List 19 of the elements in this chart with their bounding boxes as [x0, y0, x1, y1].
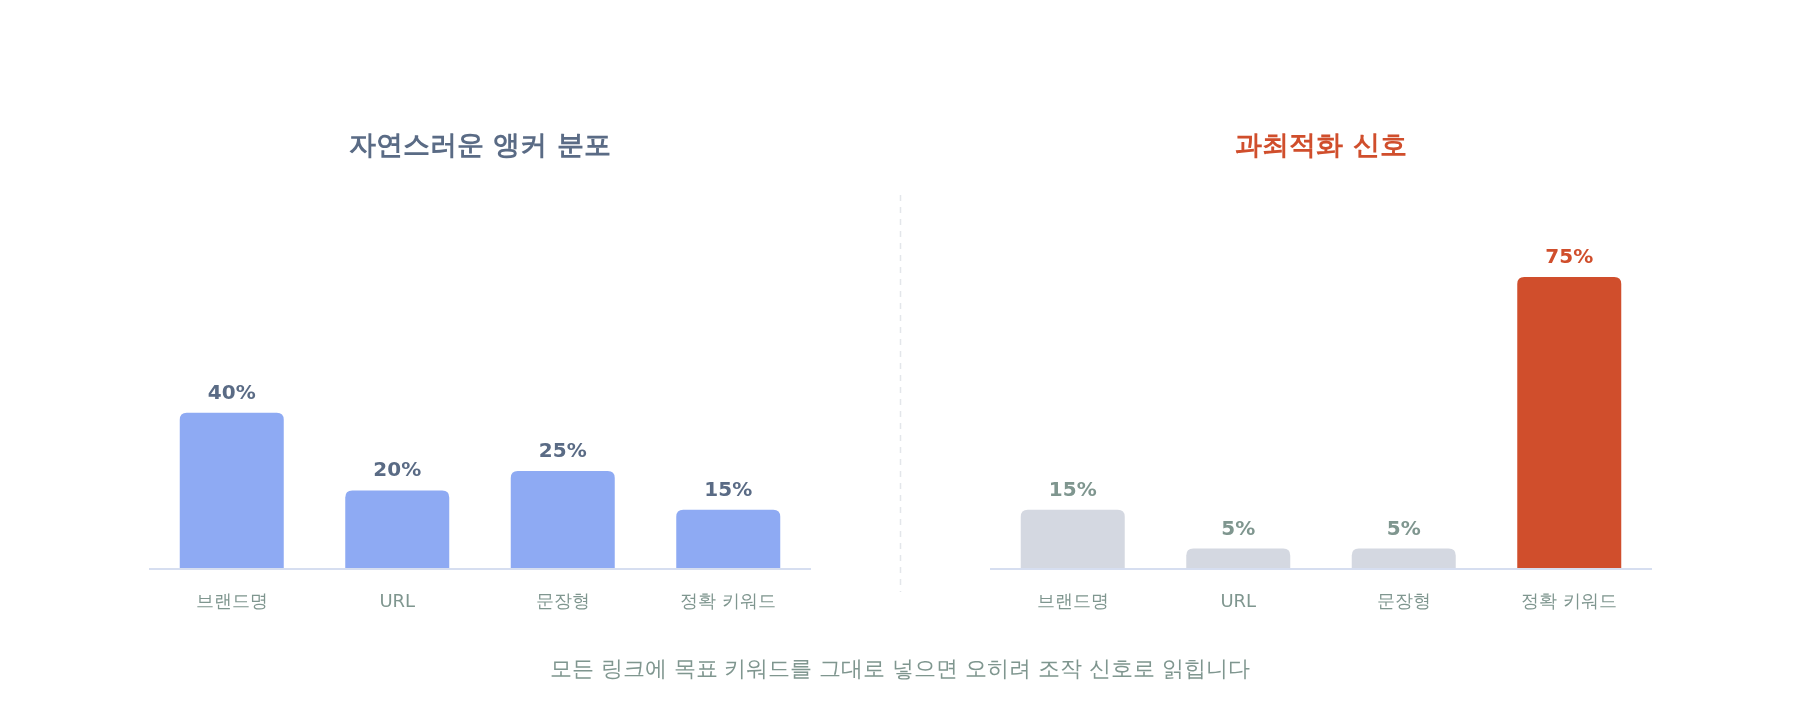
text: 모든 링크에 목표 키워드를 그대로 넣으면 오히려 조작 신호로 읽힙니다: [549, 656, 1251, 681]
x-tick-label: 정확 키워드: [680, 590, 777, 611]
data-label: 15%: [1048, 476, 1097, 501]
x-tick-label: 문장형: [1376, 590, 1431, 611]
x-tick-label: 브랜드명: [1036, 590, 1109, 611]
x-tick-label: 브랜드명: [195, 590, 268, 611]
chart-title: 과최적화 신호: [1235, 129, 1407, 160]
data-label: 20%: [373, 457, 422, 482]
chart-title: 자연스러운 앵커 분포: [349, 129, 611, 160]
x-tick-label: 정확 키워드: [1521, 590, 1618, 611]
data-label: 75%: [1545, 244, 1594, 268]
x-tick-label: URL: [1220, 590, 1257, 611]
x-tick-label: 문장형: [535, 590, 590, 611]
data-label: 15%: [704, 476, 753, 501]
x-tick-label: URL: [379, 590, 416, 611]
data-label: 25%: [538, 438, 587, 462]
data-label: 5%: [1386, 515, 1421, 540]
data-label: 5%: [1221, 515, 1256, 540]
data-label: 40%: [207, 379, 256, 404]
